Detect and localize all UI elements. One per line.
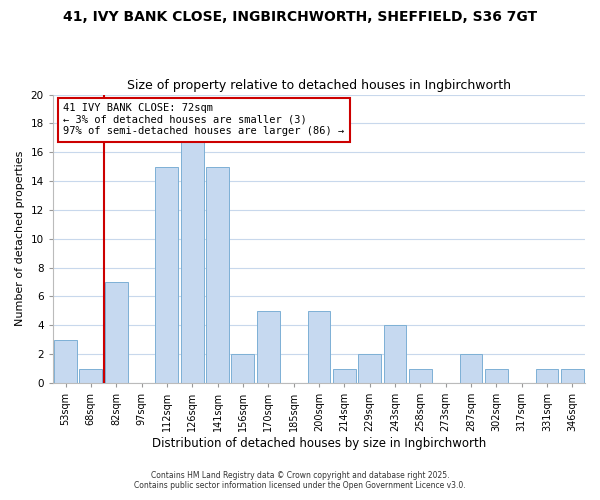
Bar: [383, 326, 406, 383]
Bar: [308, 311, 331, 383]
Bar: [105, 282, 128, 383]
Bar: [79, 368, 102, 383]
Bar: [54, 340, 77, 383]
Bar: [333, 368, 356, 383]
Bar: [155, 166, 178, 383]
Bar: [485, 368, 508, 383]
Bar: [232, 354, 254, 383]
Bar: [206, 166, 229, 383]
Bar: [257, 311, 280, 383]
Title: Size of property relative to detached houses in Ingbirchworth: Size of property relative to detached ho…: [127, 79, 511, 92]
X-axis label: Distribution of detached houses by size in Ingbirchworth: Distribution of detached houses by size …: [152, 437, 486, 450]
Bar: [181, 138, 203, 383]
Text: Contains HM Land Registry data © Crown copyright and database right 2025.
Contai: Contains HM Land Registry data © Crown c…: [134, 470, 466, 490]
Text: 41, IVY BANK CLOSE, INGBIRCHWORTH, SHEFFIELD, S36 7GT: 41, IVY BANK CLOSE, INGBIRCHWORTH, SHEFF…: [63, 10, 537, 24]
Text: 41 IVY BANK CLOSE: 72sqm
← 3% of detached houses are smaller (3)
97% of semi-det: 41 IVY BANK CLOSE: 72sqm ← 3% of detache…: [64, 103, 345, 136]
Bar: [561, 368, 584, 383]
Y-axis label: Number of detached properties: Number of detached properties: [15, 151, 25, 326]
Bar: [536, 368, 559, 383]
Bar: [358, 354, 381, 383]
Bar: [460, 354, 482, 383]
Bar: [409, 368, 431, 383]
